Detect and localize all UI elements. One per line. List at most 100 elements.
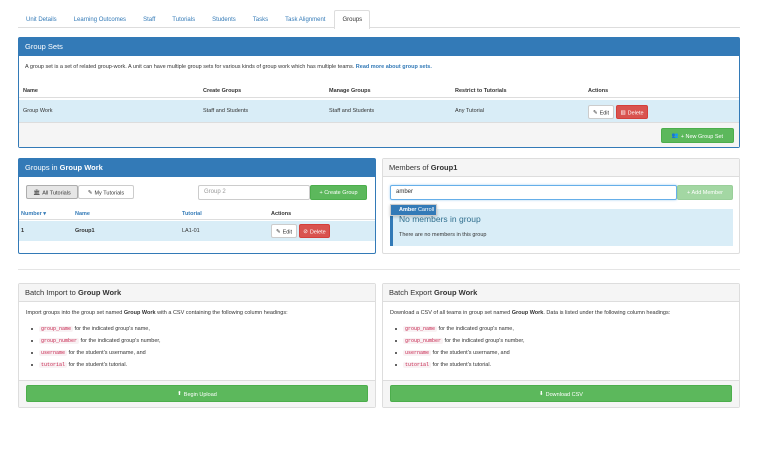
tab-learning-outcomes[interactable]: Learning Outcomes xyxy=(73,17,127,23)
group-sets-title: Group Sets xyxy=(19,38,739,56)
add-member-button[interactable]: + Add Member xyxy=(677,185,733,200)
import-intro-bold: Group Work xyxy=(123,310,156,316)
import-item-text: for the student's tutorial. xyxy=(68,362,128,368)
delete-label: Delete xyxy=(627,110,644,117)
member-suggestion-dropdown: Amber Carroll xyxy=(390,204,437,216)
col-number[interactable]: Number ▾ xyxy=(21,211,47,217)
download-icon: ⬇ xyxy=(539,391,544,397)
group-sets-panel: Group Sets A group set is a set of relat… xyxy=(18,37,740,148)
no-members-title: No members in group xyxy=(399,214,481,224)
download-csv-button[interactable]: ⬇ Download CSV xyxy=(390,385,732,402)
begin-upload-button[interactable]: ⬆ Begin Upload xyxy=(26,385,368,402)
unit-tabs: Unit Details Learning Outcomes Staff Tut… xyxy=(18,10,740,29)
group-sets-table-header xyxy=(19,86,739,98)
section-divider xyxy=(18,269,740,270)
pencil-icon: ✎ xyxy=(275,229,281,235)
import-intro-a: Import groups into the group set named xyxy=(26,310,123,316)
download-csv-label: Download CSV xyxy=(545,391,583,398)
import-code: username xyxy=(39,350,68,356)
institution-icon: 🏛 xyxy=(33,190,41,196)
import-intro-b: with a CSV containing the following colu… xyxy=(157,310,288,316)
all-tutorials-button[interactable]: 🏛 All Tutorials xyxy=(26,185,78,199)
import-item-text: for the indicated group's number, xyxy=(80,338,161,344)
pencil-icon: ✎ xyxy=(592,110,598,116)
users-icon: 👥 xyxy=(671,133,679,139)
col-create-groups: Create Groups xyxy=(203,88,242,94)
export-item-text: for the indicated group's number, xyxy=(444,338,525,344)
tab-tasks[interactable]: Tasks xyxy=(252,17,269,23)
export-item: tutorial for the student's tutorial. xyxy=(395,362,491,368)
groups-title-prefix: Groups in xyxy=(25,163,58,172)
group-set-row[interactable] xyxy=(19,100,739,122)
group-edit-label: Edit xyxy=(282,229,293,236)
suggestion-rest: Carroll xyxy=(416,207,435,213)
group-sets-description: A group set is a set of related group-wo… xyxy=(25,64,432,70)
import-code: tutorial xyxy=(39,362,68,368)
export-item: group_name for the indicated group's nam… xyxy=(395,326,514,332)
col-group-name[interactable]: Name xyxy=(75,211,90,217)
group-set-create: Staff and Students xyxy=(203,108,249,114)
trash-icon: ▥ xyxy=(620,110,626,116)
col-name: Name xyxy=(23,88,38,94)
create-group-button[interactable]: + Create Group xyxy=(310,185,367,200)
export-item: username for the student's username, and xyxy=(395,350,510,356)
ban-icon: ⊘ xyxy=(303,229,308,235)
groups-table-header xyxy=(19,209,375,220)
groups-panel-title: Groups in Group Work xyxy=(19,159,375,177)
suggestion-amber-carroll[interactable]: Amber Carroll xyxy=(391,205,436,215)
export-code: group_name xyxy=(403,326,438,332)
export-item-text: for the student's username, and xyxy=(432,350,510,356)
group-number: 1 xyxy=(21,228,25,234)
tab-staff[interactable]: Staff xyxy=(143,17,156,23)
export-item-text: for the indicated group's name, xyxy=(438,326,514,332)
export-title-prefix: Batch Export xyxy=(389,288,432,297)
import-item-text: for the student's username, and xyxy=(68,350,146,356)
batch-export-panel: Batch Export Group Work Download a CSV o… xyxy=(382,283,740,408)
group-edit-button[interactable]: ✎ Edit xyxy=(271,224,297,238)
begin-upload-label: Begin Upload xyxy=(183,391,217,398)
group-sets-footer xyxy=(19,122,739,147)
members-title-prefix: Members of xyxy=(389,163,429,172)
export-item: group_number for the indicated group's n… xyxy=(395,338,524,344)
tab-groups[interactable]: Groups xyxy=(334,10,371,29)
groups-title-bold: Group Work xyxy=(59,163,103,172)
my-tutorials-button[interactable]: ✎ My Tutorials xyxy=(78,185,134,199)
group-name-input[interactable]: Group 2 xyxy=(198,185,310,200)
member-search-input[interactable]: amber xyxy=(390,185,677,200)
col-actions: Actions xyxy=(588,88,609,94)
import-code: group_number xyxy=(39,338,80,344)
import-item-text: for the indicated group's name, xyxy=(74,326,150,332)
tab-task-alignment[interactable]: Task Alignment xyxy=(285,17,326,23)
batch-export-title: Batch Export Group Work xyxy=(383,284,739,302)
group-set-delete-button[interactable]: ▥ Delete xyxy=(616,105,648,119)
import-title-prefix: Batch Import to xyxy=(25,288,76,297)
suggestion-match: Amber xyxy=(399,207,417,213)
group-name: Group1 xyxy=(75,228,95,234)
group-set-edit-button[interactable]: ✎ Edit xyxy=(588,105,614,119)
col-manage-groups: Manage Groups xyxy=(329,88,371,94)
export-code: group_number xyxy=(403,338,444,344)
tab-unit-details[interactable]: Unit Details xyxy=(26,17,57,23)
import-title-bold: Group Work xyxy=(77,288,122,297)
import-code: group_name xyxy=(39,326,74,332)
group-set-manage: Staff and Students xyxy=(329,108,375,114)
export-code: tutorial xyxy=(403,362,432,368)
group-delete-button[interactable]: ⊘ Delete xyxy=(299,224,330,238)
groups-panel: Groups in Group Work 🏛 All Tutorials ✎ My … xyxy=(18,158,376,254)
col-restrict-tutorials: Restrict to Tutorials xyxy=(455,88,507,94)
import-item: group_name for the indicated group's nam… xyxy=(31,326,150,332)
pencil-icon: ✎ xyxy=(87,190,93,196)
description-text: A group set is a set of related group-wo… xyxy=(25,64,355,70)
new-group-set-button[interactable]: 👥 + New Group Set xyxy=(661,128,734,143)
export-title-bold: Group Work xyxy=(434,288,478,297)
import-intro: Import groups into the group set named G… xyxy=(26,310,288,316)
group-set-name: Group Work xyxy=(23,108,53,114)
tab-students[interactable]: Students xyxy=(212,17,236,23)
edit-label: Edit xyxy=(599,110,610,117)
group-set-restrict: Any Tutorial xyxy=(455,108,485,114)
read-more-link[interactable]: Read more about group sets. xyxy=(355,64,432,70)
col-tutorial[interactable]: Tutorial xyxy=(182,211,202,217)
members-panel: Members of Group1 amber + Add Member No … xyxy=(382,158,740,254)
export-intro-b: . Data is listed under the following col… xyxy=(543,310,671,316)
tab-tutorials[interactable]: Tutorials xyxy=(172,17,196,23)
